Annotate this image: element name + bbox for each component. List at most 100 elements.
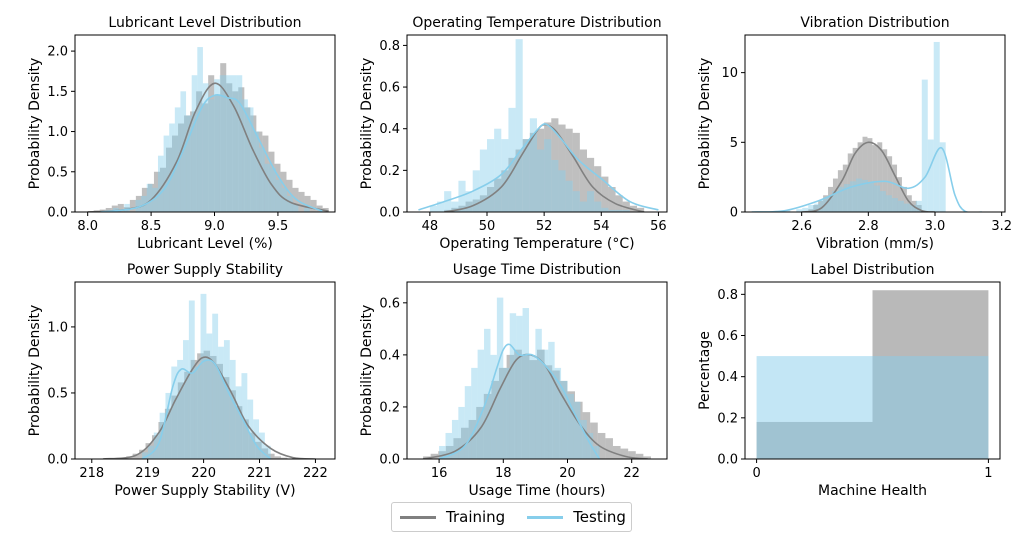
axes-frame	[744, 281, 1001, 460]
hist-training-bar	[184, 115, 191, 212]
y-axis-label: Probability Density	[359, 305, 375, 437]
hist-training-bar	[637, 207, 645, 212]
x-tick-label: 8.5	[141, 219, 162, 234]
chart-title: Usage Time Distribution	[453, 262, 621, 278]
hist-training-bar	[190, 359, 198, 459]
hist-testing-bar	[784, 210, 791, 212]
hist-training-bar	[612, 445, 621, 459]
hist-testing-bar	[490, 354, 497, 459]
axes-frame	[74, 281, 336, 460]
hist-training-bar	[105, 207, 112, 212]
hist-testing-bar	[188, 300, 195, 459]
hist-testing-bar	[862, 179, 868, 212]
y-tick-label: 0.8	[717, 288, 738, 303]
hist-testing-bar	[264, 445, 271, 459]
hist-training-bar	[255, 441, 262, 459]
hist-testing-bar	[159, 412, 166, 459]
hist-training-bar	[129, 199, 136, 212]
hist-training-bar	[842, 164, 848, 212]
hist-testing-bar	[494, 128, 502, 212]
y-tick-label: 0.0	[717, 453, 738, 468]
x-tick-label: 20	[559, 466, 576, 481]
hist-testing-bar	[165, 392, 172, 459]
y-tick-label: 0.6	[717, 329, 738, 344]
hist-testing-bar	[867, 182, 874, 212]
hist-testing-bar	[247, 107, 254, 212]
hist-training-bar	[487, 187, 495, 212]
hist-testing-bar	[915, 200, 922, 212]
hist-training-bar	[244, 107, 251, 212]
hist-training-bar	[248, 432, 256, 459]
axes-frame	[406, 34, 668, 213]
hist-testing-bar	[608, 209, 616, 212]
hist-training-bar	[514, 349, 522, 459]
hist-training-bar	[453, 438, 462, 459]
hist-training-bar	[529, 360, 537, 459]
hist-testing-bar	[235, 386, 242, 459]
x-tick-label: 9.5	[268, 219, 289, 234]
hist-training-bar	[202, 103, 209, 212]
hist-training-bar	[256, 131, 263, 212]
hist-training-bar	[286, 179, 293, 212]
chart-title: Operating Temperature Distribution	[412, 15, 661, 31]
hist-testing-bar	[208, 99, 215, 212]
hist-training-bar	[892, 164, 898, 212]
hist-training-bar	[551, 118, 559, 212]
hist-training-bar	[808, 209, 814, 212]
hist-testing-bar	[241, 373, 248, 459]
panel-lubricant-level: 8.0 8.5 9.0 9.5 0.0 0.5 1.0 1.5 2.0 Lubricant Lev…	[27, 15, 336, 252]
hist-testing-bar	[503, 367, 510, 459]
hist-testing-bar	[444, 191, 452, 212]
hist-training-bar	[172, 135, 179, 212]
hist-training-bar	[280, 171, 287, 212]
hist-training-bar	[897, 177, 902, 212]
y-tick-label: 0.2	[379, 400, 400, 415]
hist-training-bar	[552, 370, 560, 459]
chart-title: Label Distribution	[811, 262, 935, 278]
hist-training-bar	[506, 354, 515, 459]
hist-training-bar	[117, 203, 124, 212]
hist-training-bar	[544, 122, 552, 212]
hist-testing-bar	[439, 445, 446, 459]
x-tick-label: 18	[495, 466, 512, 481]
x-tick-label: 221	[247, 466, 272, 481]
hist-testing-bar	[850, 181, 857, 212]
hist-training-bar	[501, 170, 509, 212]
hist-testing-bar	[214, 79, 220, 212]
hist-training-bar	[852, 147, 858, 212]
x-axis-label: Machine Health	[818, 483, 927, 499]
hist-training-bar	[226, 83, 233, 212]
plot-area	[422, 297, 651, 459]
hist-training-bar	[594, 166, 602, 212]
hist-testing-bar	[587, 191, 595, 212]
hist-training-bar	[229, 390, 236, 459]
hist-testing-bar	[142, 452, 148, 459]
hist-testing-bar	[152, 187, 158, 212]
hist-training-bar	[828, 186, 833, 212]
hist-training-bar	[916, 205, 922, 212]
hist-testing-bar	[219, 75, 226, 212]
y-tick-label: 0.0	[47, 453, 68, 468]
hist-training-bar	[232, 91, 239, 212]
hist-testing-bar	[921, 79, 928, 212]
hist-training-bar	[210, 355, 217, 459]
axes-frame	[406, 281, 668, 460]
y-tick-label: 0.2	[717, 411, 738, 426]
y-tick-label: 0.5	[47, 165, 68, 180]
hist-testing-bar	[927, 139, 934, 212]
hist-training-bar	[292, 187, 299, 212]
hist-training-bar	[222, 377, 230, 459]
y-axis-label: Percentage	[697, 331, 713, 410]
x-tick-label: 9.0	[204, 219, 225, 234]
x-tick-label: 54	[593, 219, 610, 234]
hist-testing-bar	[844, 184, 851, 212]
y-axis-label: Probability Density	[27, 305, 43, 437]
legend-item-training: Training	[400, 508, 505, 526]
hist-testing-bar	[558, 170, 566, 212]
kde-line-testing	[100, 94, 323, 212]
hist-testing-bar	[529, 118, 537, 212]
hist-training-bar	[567, 391, 575, 459]
hist-testing-bar	[157, 155, 164, 212]
hist-training-bar	[310, 199, 317, 212]
